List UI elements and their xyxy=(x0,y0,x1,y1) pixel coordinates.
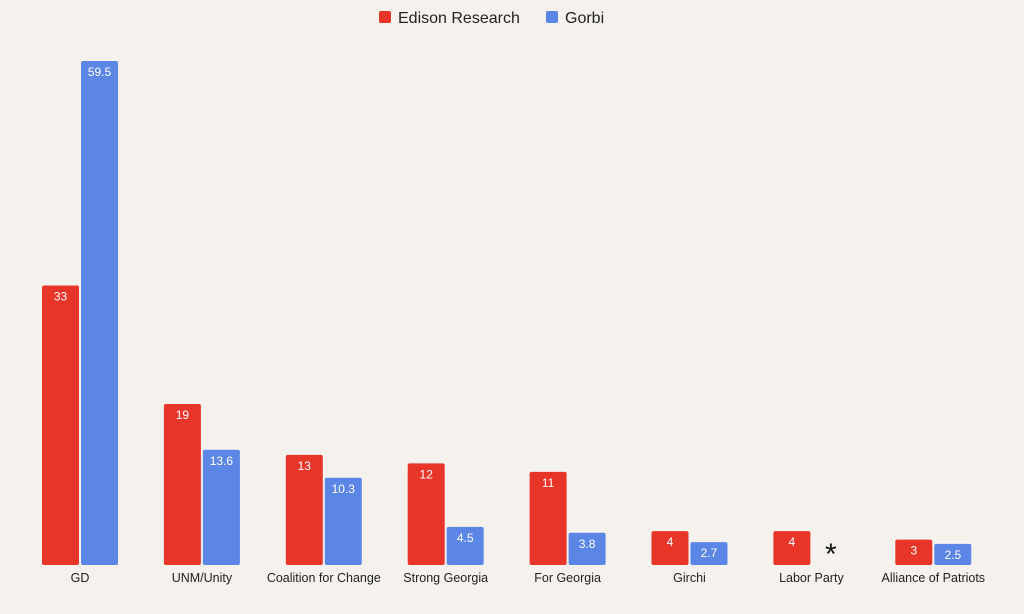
bar-gorbi-coalition-for-change xyxy=(324,477,362,565)
x-tick-label: Labor Party xyxy=(779,571,844,585)
data-label: 3.8 xyxy=(579,537,596,551)
legend-label-edison-research: Edison Research xyxy=(398,10,520,27)
x-tick-label: UNM/Unity xyxy=(172,571,233,585)
missing-value-marker: * xyxy=(825,538,837,571)
bar-edison-research-coalition-for-change xyxy=(285,454,323,565)
bar-edison-research-girchi xyxy=(651,531,689,565)
x-tick-label: Coalition for Change xyxy=(267,571,381,585)
data-label: 11 xyxy=(542,476,555,490)
x-tick-label: GD xyxy=(71,571,90,585)
x-tick-label: Alliance of Patriots xyxy=(882,571,986,585)
bar-edison-research-strong-georgia xyxy=(407,463,445,565)
data-label: 12 xyxy=(420,467,434,481)
plot-area: 33 59.5 GD 19 13.6 UNM/Unity 13 10.3 Coalition f… xyxy=(42,61,985,585)
bar-edison-research-for-georgia xyxy=(529,471,567,565)
x-tick-label: For Georgia xyxy=(534,571,601,585)
chart-legend: Edison Research Gorbi xyxy=(379,10,604,27)
legend-label-gorbi: Gorbi xyxy=(565,10,604,27)
bar-edison-research-alliance-of-patriots xyxy=(895,539,933,565)
data-label: 19 xyxy=(176,408,190,422)
data-label: 3 xyxy=(910,544,917,558)
data-label: 4 xyxy=(789,535,796,549)
x-tick-label: Girchi xyxy=(673,571,706,585)
bar-edison-research-labor-party xyxy=(773,531,811,565)
bar-gorbi-girchi xyxy=(690,542,728,565)
x-tick-label: Strong Georgia xyxy=(403,571,488,585)
data-label: 33 xyxy=(54,289,68,303)
data-label: 13.6 xyxy=(210,454,234,468)
data-label: 4.5 xyxy=(457,531,474,545)
bar-gorbi-strong-georgia xyxy=(446,526,484,565)
legend-swatch-edison-research xyxy=(379,11,391,23)
data-label: 59.5 xyxy=(88,65,112,79)
data-label: 4 xyxy=(667,535,674,549)
data-label: 13 xyxy=(298,459,312,473)
legend-swatch-gorbi xyxy=(546,11,558,23)
bar-gorbi-unm-unity xyxy=(202,449,240,565)
bar-edison-research-unm-unity xyxy=(163,404,201,565)
data-label: 2.7 xyxy=(701,546,718,560)
data-label: 10.3 xyxy=(332,482,356,496)
bar-gorbi-gd xyxy=(81,61,118,565)
bar-edison-research-gd xyxy=(42,285,79,565)
bar-gorbi-for-georgia xyxy=(568,532,606,565)
data-label: 2.5 xyxy=(944,548,961,562)
bar-gorbi-alliance-of-patriots xyxy=(934,543,972,565)
